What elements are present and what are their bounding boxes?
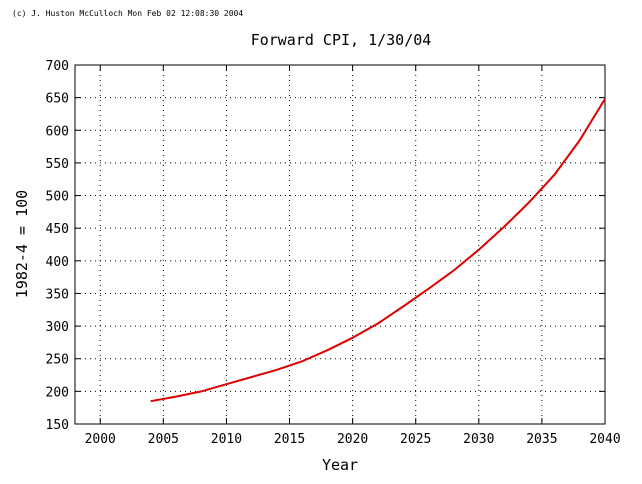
y-tick-label: 650 (46, 92, 69, 107)
y-tick-label: 400 (46, 255, 69, 270)
x-tick-label: 2040 (589, 432, 620, 447)
x-tick-label: 2030 (463, 432, 494, 447)
chart-title: Forward CPI, 1/30/04 (251, 31, 432, 49)
x-tick-label: 2025 (400, 432, 431, 447)
x-tick-label: 2020 (337, 432, 368, 447)
y-tick-label: 250 (46, 353, 69, 368)
x-tick-label: 2000 (85, 432, 116, 447)
plot-frame (74, 64, 606, 425)
y-tick-labels: 150 200 250 300 350 400 450 500 550 600 650 700 (46, 59, 69, 433)
axis-ticks (75, 64, 606, 425)
x-axis-label: Year (322, 456, 358, 474)
y-tick-label: 450 (46, 222, 69, 237)
x-tick-label: 2015 (274, 432, 305, 447)
cpi-series-line (150, 98, 606, 403)
y-tick-label: 300 (46, 320, 69, 335)
x-tick-label: 2010 (211, 432, 242, 447)
y-tick-label: 500 (46, 190, 69, 205)
x-tick-label: 2005 (148, 432, 179, 447)
y-tick-label: 600 (46, 124, 69, 139)
x-tick-labels: 2000 2005 2010 2015 2020 2025 2030 2035 2040 (85, 432, 621, 447)
y-axis-label: 1982-4 = 100 (13, 190, 31, 298)
y-tick-label: 700 (46, 59, 69, 74)
x-tick-label: 2035 (526, 432, 557, 447)
y-tick-label: 150 (46, 418, 69, 433)
gridlines (75, 64, 606, 425)
y-tick-label: 350 (46, 287, 69, 302)
y-tick-label: 550 (46, 157, 69, 172)
copyright-credit: (c) J. Huston McCulloch Mon Feb 02 12:08… (12, 9, 244, 18)
series-lines (150, 98, 606, 403)
y-tick-label: 200 (46, 385, 69, 400)
